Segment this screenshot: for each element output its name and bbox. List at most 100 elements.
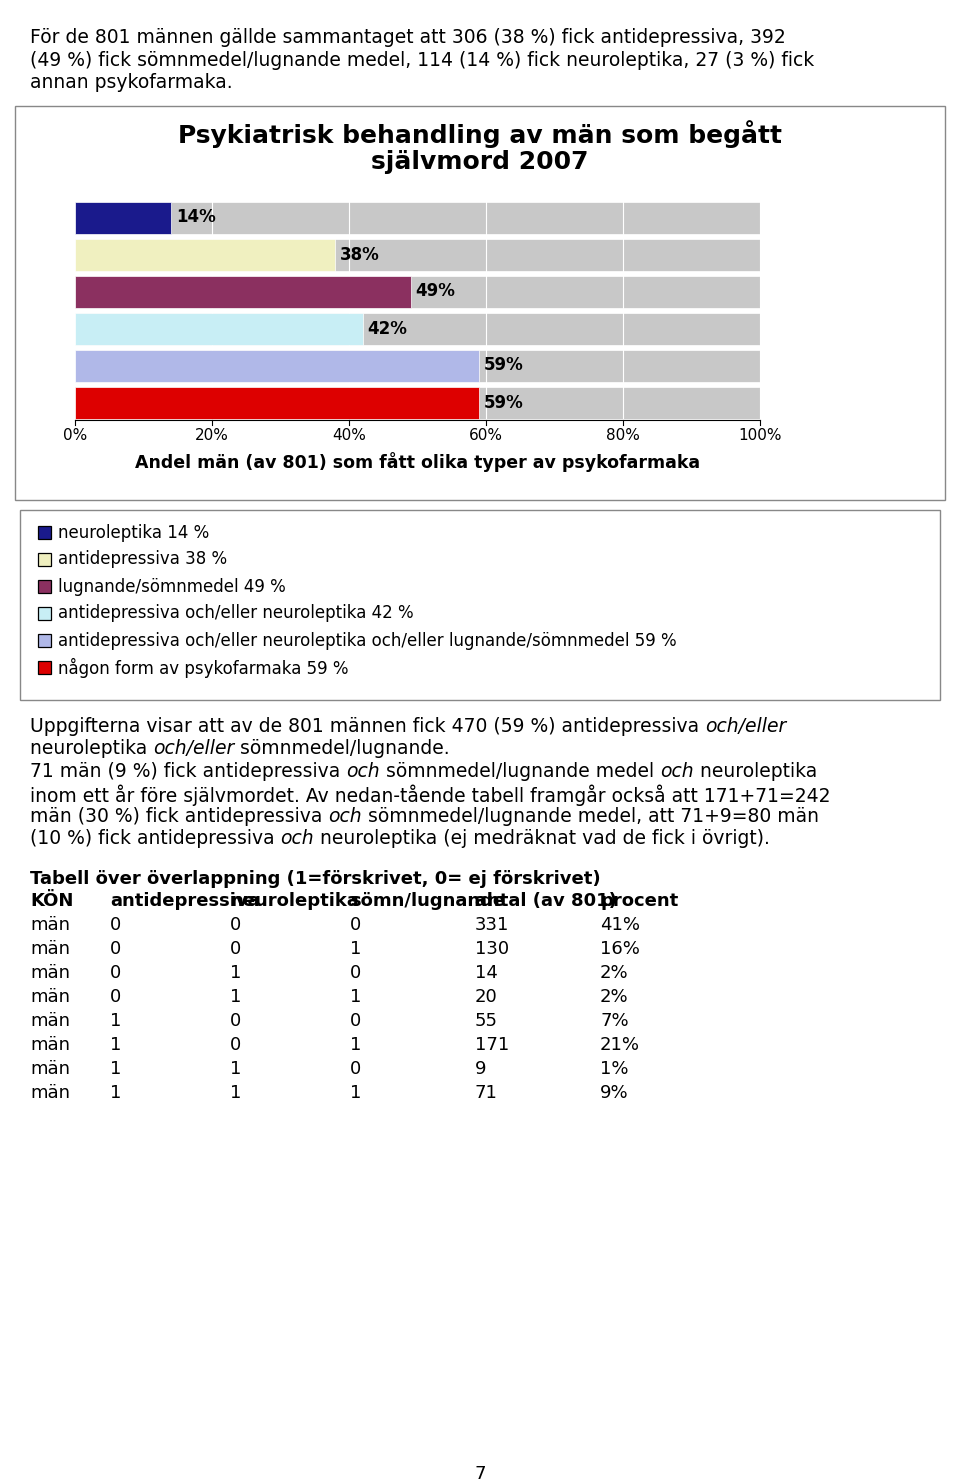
Text: Psykiatrisk behandling av män som begått: Psykiatrisk behandling av män som begått: [178, 120, 782, 148]
Text: antal (av 801): antal (av 801): [475, 892, 617, 910]
Text: Uppgifterna visar att av de 801 männen fick 470 (59 %) antidepressiva: Uppgifterna visar att av de 801 männen f…: [30, 717, 706, 736]
Text: 1: 1: [230, 965, 241, 982]
Bar: [75, 239, 335, 270]
Text: antidepressiva: antidepressiva: [110, 892, 259, 910]
Text: 0: 0: [230, 1012, 241, 1030]
Text: och: och: [328, 807, 362, 827]
Bar: [38, 634, 51, 647]
Text: män: män: [30, 1060, 70, 1077]
Text: 14: 14: [475, 965, 498, 982]
Text: 130: 130: [475, 939, 509, 959]
Text: män: män: [30, 965, 70, 982]
Text: 7%: 7%: [600, 1012, 629, 1030]
Text: För de 801 männen gällde sammantaget att 306 (38 %) fick antidepressiva, 392: För de 801 männen gällde sammantaget att…: [30, 28, 785, 47]
Text: män (30 %) fick antidepressiva: män (30 %) fick antidepressiva: [30, 807, 328, 827]
Text: män: män: [30, 939, 70, 959]
Text: antidepressiva och/eller neuroleptika 42 %: antidepressiva och/eller neuroleptika 42…: [58, 604, 414, 622]
Text: 2%: 2%: [600, 965, 629, 982]
Text: någon form av psykofarmaka 59 %: någon form av psykofarmaka 59 %: [58, 657, 348, 678]
Text: 20: 20: [475, 988, 497, 1006]
Text: annan psykofarmaka.: annan psykofarmaka.: [30, 73, 232, 92]
Text: 100%: 100%: [738, 427, 781, 444]
Bar: [75, 202, 171, 233]
Bar: [75, 313, 760, 344]
Text: 1: 1: [110, 1060, 121, 1077]
Text: 0: 0: [110, 988, 121, 1006]
Text: 20%: 20%: [195, 427, 228, 444]
Text: män: män: [30, 916, 70, 933]
Text: 55: 55: [475, 1012, 498, 1030]
Text: 1: 1: [350, 988, 361, 1006]
Text: 1: 1: [110, 1012, 121, 1030]
Text: 0: 0: [350, 1012, 361, 1030]
Text: 0: 0: [110, 965, 121, 982]
Bar: [75, 386, 479, 418]
Bar: [38, 607, 51, 620]
Text: (10 %) fick antidepressiva: (10 %) fick antidepressiva: [30, 830, 280, 849]
Bar: [75, 350, 760, 381]
Bar: [15, 105, 945, 500]
Text: och/eller: och/eller: [706, 717, 786, 736]
Text: inom ett år före självmordet. Av nedan­tående tabell framgår också att 171+71=24: inom ett år före självmordet. Av nedan­t…: [30, 785, 830, 806]
Text: 1: 1: [110, 1083, 121, 1103]
Text: 49%: 49%: [416, 282, 456, 300]
Text: män: män: [30, 1036, 70, 1054]
Text: 0: 0: [110, 916, 121, 933]
Bar: [38, 554, 51, 565]
Text: 71 män (9 %) fick antidepressiva: 71 män (9 %) fick antidepressiva: [30, 761, 347, 781]
Bar: [75, 202, 760, 233]
Text: (49 %) fick sömnmedel/lugnande medel, 114 (14 %) fick neuroleptika, 27 (3 %) fic: (49 %) fick sömnmedel/lugnande medel, 11…: [30, 50, 814, 70]
Text: 0: 0: [230, 939, 241, 959]
Text: 1: 1: [230, 988, 241, 1006]
Text: 1: 1: [230, 1083, 241, 1103]
Bar: [38, 525, 51, 539]
Text: antidepressiva 38 %: antidepressiva 38 %: [58, 551, 228, 568]
Text: 16%: 16%: [600, 939, 640, 959]
Text: 9: 9: [475, 1060, 487, 1077]
Text: neuroleptika (ej medräknat vad de fick i övrigt).: neuroleptika (ej medräknat vad de fick i…: [314, 830, 770, 849]
Text: lugnande/sömnmedel 49 %: lugnande/sömnmedel 49 %: [58, 577, 286, 595]
Text: 42%: 42%: [368, 319, 408, 337]
Bar: [75, 239, 760, 270]
Text: 1: 1: [350, 1036, 361, 1054]
Text: 21%: 21%: [600, 1036, 640, 1054]
Bar: [75, 313, 363, 344]
Text: sömnmedel/lugnande medel: sömnmedel/lugnande medel: [380, 761, 660, 781]
Text: män: män: [30, 1083, 70, 1103]
Text: 38%: 38%: [340, 245, 380, 264]
Text: 1: 1: [350, 939, 361, 959]
Text: och/eller: och/eller: [154, 739, 234, 758]
Text: 7: 7: [474, 1465, 486, 1483]
Text: 0: 0: [350, 1060, 361, 1077]
Text: 0%: 0%: [62, 427, 87, 444]
Text: och: och: [280, 830, 314, 849]
Text: 60%: 60%: [469, 427, 503, 444]
Text: 80%: 80%: [606, 427, 640, 444]
Text: 40%: 40%: [332, 427, 366, 444]
Text: Andel män (av 801) som fått olika typer av psykofarmaka: Andel män (av 801) som fått olika typer …: [135, 453, 700, 472]
Text: män: män: [30, 988, 70, 1006]
Text: neuroleptika: neuroleptika: [694, 761, 817, 781]
Text: Tabell över överlappning (1=förskrivet, 0= ej förskrivet): Tabell över överlappning (1=förskrivet, …: [30, 870, 601, 887]
Text: 14%: 14%: [176, 208, 216, 227]
Text: 331: 331: [475, 916, 510, 933]
Text: självmord 2007: självmord 2007: [372, 150, 588, 174]
Text: 171: 171: [475, 1036, 509, 1054]
Text: 41%: 41%: [600, 916, 640, 933]
Text: neuroleptika: neuroleptika: [230, 892, 359, 910]
Bar: [75, 386, 760, 418]
Text: 1%: 1%: [600, 1060, 629, 1077]
Text: och: och: [347, 761, 380, 781]
Text: procent: procent: [600, 892, 679, 910]
Text: 59%: 59%: [484, 356, 524, 374]
Text: KÖN: KÖN: [30, 892, 73, 910]
Text: 0: 0: [110, 939, 121, 959]
Text: 1: 1: [110, 1036, 121, 1054]
Bar: [38, 660, 51, 674]
Text: och: och: [660, 761, 694, 781]
Text: sömnmedel/lugnande medel, att 71+9=80 män: sömnmedel/lugnande medel, att 71+9=80 mä…: [362, 807, 819, 827]
Text: 1: 1: [350, 1083, 361, 1103]
Text: 71: 71: [475, 1083, 498, 1103]
Text: sömnmedel/lugnande.: sömnmedel/lugnande.: [234, 739, 450, 758]
Text: 2%: 2%: [600, 988, 629, 1006]
